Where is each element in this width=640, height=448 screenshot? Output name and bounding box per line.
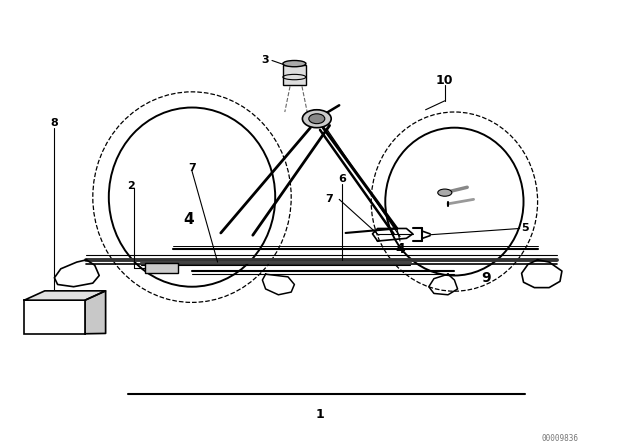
- Ellipse shape: [303, 110, 332, 128]
- Bar: [283, 65, 306, 85]
- Text: 8: 8: [51, 118, 58, 128]
- Text: 2: 2: [127, 181, 135, 191]
- Text: 00009836: 00009836: [541, 434, 579, 443]
- Bar: [24, 300, 85, 334]
- Text: 1: 1: [316, 408, 324, 421]
- Text: 4: 4: [184, 212, 194, 227]
- Text: 7: 7: [326, 194, 333, 204]
- Polygon shape: [24, 291, 106, 300]
- Text: 6: 6: [339, 174, 346, 184]
- Text: 4: 4: [395, 241, 405, 256]
- Ellipse shape: [309, 114, 325, 124]
- Text: 7: 7: [188, 163, 196, 173]
- Text: 9: 9: [481, 271, 492, 285]
- Ellipse shape: [438, 189, 452, 196]
- Polygon shape: [85, 291, 106, 334]
- Text: 10: 10: [436, 74, 454, 87]
- FancyBboxPatch shape: [145, 263, 178, 273]
- Text: 3: 3: [262, 56, 269, 65]
- Text: 5: 5: [521, 224, 529, 233]
- Ellipse shape: [283, 60, 306, 67]
